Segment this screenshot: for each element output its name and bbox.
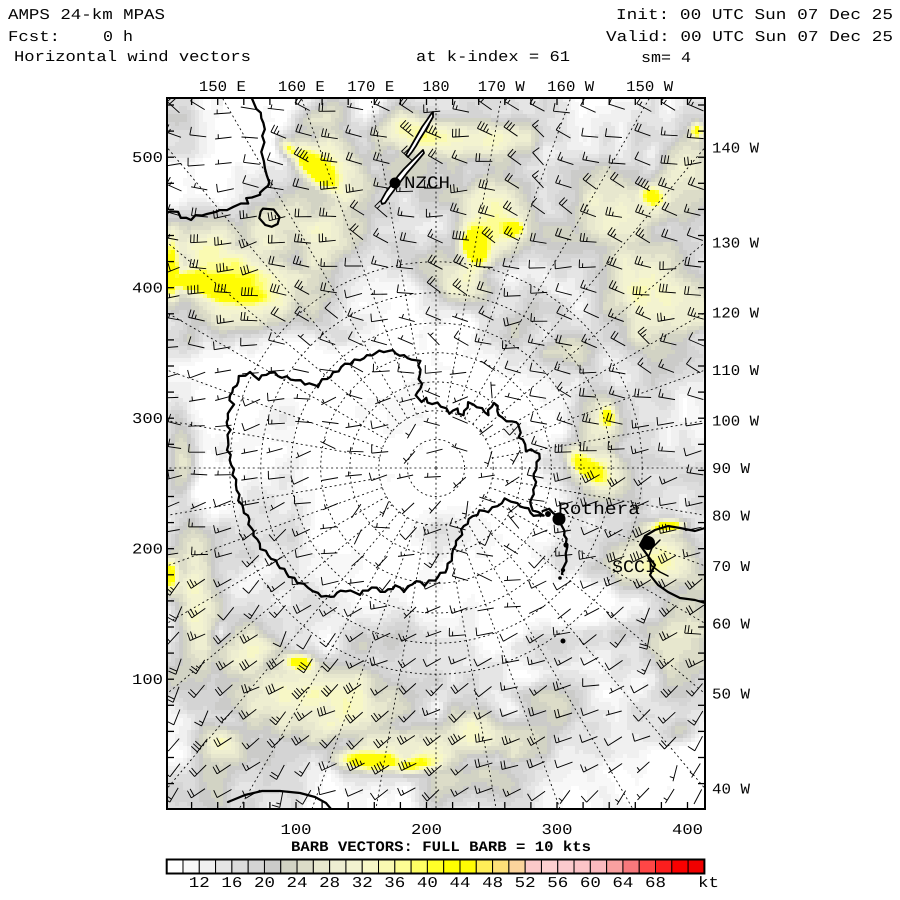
svg-text:40 W: 40 W [712,782,750,799]
svg-text:150 E: 150 E [199,79,246,96]
svg-text:36: 36 [384,875,405,892]
svg-text:90 W: 90 W [712,461,750,478]
svg-text:68: 68 [645,875,666,892]
svg-text:28: 28 [319,875,340,892]
svg-text:180: 180 [422,79,449,96]
svg-text:BARB VECTORS: FULL BARB = 10: BARB VECTORS: FULL BARB = 10 kts [291,840,591,856]
svg-text:12: 12 [189,875,210,892]
svg-text:Fcst:: Fcst: [8,29,60,46]
svg-text:100: 100 [281,822,312,839]
svg-text:300: 300 [542,822,573,839]
svg-text:60: 60 [580,875,601,892]
svg-text:NZCH: NZCH [404,174,450,194]
svg-text:120 W: 120 W [712,306,759,323]
svg-text:170 W: 170 W [478,79,525,96]
svg-text:sm= 4: sm= 4 [641,50,691,67]
svg-text:60 W: 60 W [712,616,750,633]
svg-text:100 W: 100 W [712,414,759,431]
svg-text:300: 300 [132,411,163,428]
svg-text:SCCI: SCCI [612,558,656,578]
svg-text:170 E: 170 E [347,79,394,96]
svg-text:130 W: 130 W [712,235,759,252]
svg-text:80 W: 80 W [712,508,750,525]
svg-text:140 W: 140 W [712,140,759,157]
svg-text:24: 24 [287,875,308,892]
svg-text:100: 100 [132,672,163,689]
svg-text:56: 56 [547,875,568,892]
svg-text:16: 16 [221,875,242,892]
svg-text:160 W: 160 W [547,79,594,96]
svg-text:44: 44 [449,875,470,892]
svg-text:32: 32 [352,875,373,892]
svg-text:40: 40 [417,875,438,892]
svg-text:400: 400 [672,822,703,839]
svg-text:64: 64 [612,875,633,892]
svg-text:200: 200 [132,542,163,559]
svg-text:48: 48 [482,875,503,892]
svg-text:Valid: 00 UTC Sun 07 Dec 25: Valid: 00 UTC Sun 07 Dec 25 [606,29,893,46]
svg-text:200: 200 [411,822,442,839]
svg-text:Horizontal wind vectors: Horizontal wind vectors [14,49,251,66]
svg-text:70 W: 70 W [712,559,750,576]
svg-text:kt: kt [698,875,719,892]
svg-text:110 W: 110 W [712,363,759,380]
svg-text:150 W: 150 W [626,79,673,96]
svg-text:500: 500 [132,150,163,167]
svg-text:at k-index = 61: at k-index = 61 [416,49,570,66]
svg-text:52: 52 [515,875,536,892]
svg-text:20: 20 [254,875,275,892]
svg-text:160 E: 160 E [278,79,325,96]
svg-text:AMPS 24-km MPAS: AMPS 24-km MPAS [8,7,165,24]
svg-text:Init: 00 UTC Sun 07 Dec 25: Init: 00 UTC Sun 07 Dec 25 [616,7,893,24]
svg-text:0 h: 0 h [103,29,133,46]
svg-text:Rothera: Rothera [558,500,640,520]
svg-text:400: 400 [132,281,163,298]
svg-text:50 W: 50 W [712,687,750,704]
